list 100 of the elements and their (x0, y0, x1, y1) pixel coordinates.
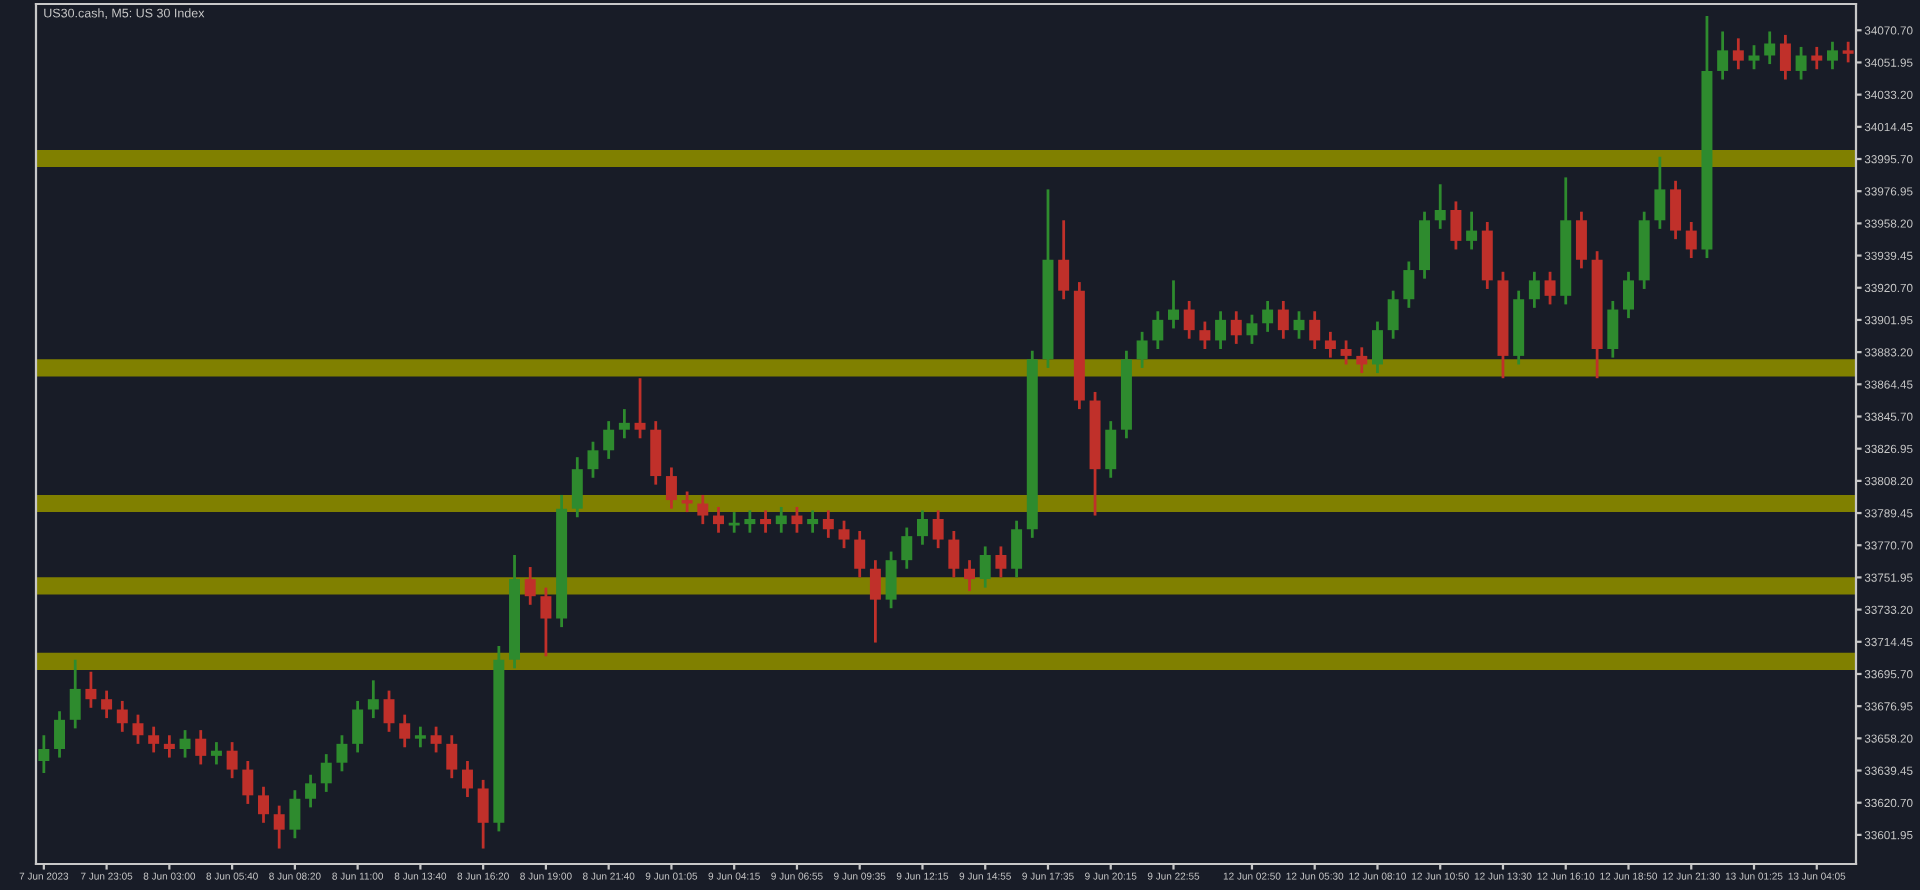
candlestick (1136, 330, 1148, 370)
candlestick (901, 526, 913, 571)
candlestick (869, 558, 881, 644)
candlestick (1293, 309, 1305, 341)
candlestick (1152, 309, 1164, 351)
candlestick (744, 509, 756, 535)
candlestick (634, 376, 646, 440)
candlestick (148, 725, 160, 754)
candlestick (242, 759, 254, 806)
candlestick (603, 419, 615, 461)
candlestick (1230, 309, 1242, 346)
candlestick (822, 509, 834, 540)
candlestick (571, 455, 583, 519)
candlestick (1262, 299, 1274, 334)
candlestick (1670, 179, 1682, 241)
candlestick (587, 440, 599, 480)
candlestick (1403, 260, 1415, 310)
candlestick (713, 505, 724, 535)
candlestick (414, 725, 426, 749)
candlestick (1105, 419, 1117, 480)
candlestick (932, 509, 944, 550)
candlestick (69, 658, 81, 730)
candlestick (1309, 309, 1321, 351)
candlestick (85, 670, 97, 710)
candlestick (1215, 309, 1227, 351)
candlestick (1058, 218, 1070, 301)
candlestick (1450, 200, 1462, 251)
candlestick (1199, 320, 1211, 351)
candlestick (1466, 210, 1478, 251)
candlestick (1011, 519, 1023, 579)
candlestick (1654, 155, 1666, 231)
candlestick (1340, 339, 1352, 366)
candlestick (195, 728, 207, 766)
candlestick (1826, 40, 1838, 71)
candlestick (1528, 270, 1540, 310)
candlestick (775, 505, 787, 535)
candlestick (101, 689, 113, 720)
candlestick (1764, 30, 1776, 66)
candlestick (995, 545, 1007, 579)
candlestick (273, 804, 285, 850)
candlestick (838, 519, 850, 550)
candlestick (258, 785, 269, 825)
candlestick (1277, 299, 1289, 341)
candlestick (727, 510, 742, 535)
candlestick (477, 778, 489, 850)
candlestick (430, 725, 442, 754)
candlestick (681, 490, 693, 514)
candlestick (163, 733, 175, 759)
candlestick (336, 733, 348, 773)
candlestick (1168, 278, 1179, 330)
candlestick (1795, 45, 1807, 81)
candlestick (179, 728, 191, 759)
candlestick (1387, 289, 1399, 341)
candlestick (697, 493, 709, 526)
candlestick (1356, 345, 1368, 375)
candlestick (116, 699, 128, 734)
candlestick (540, 586, 552, 658)
candlestick (1324, 330, 1336, 359)
candlestick (1717, 30, 1729, 81)
candlestick (54, 709, 66, 759)
candlestick (367, 678, 379, 720)
candlestick (1748, 43, 1760, 71)
candlestick (948, 529, 960, 579)
candlestick (650, 419, 662, 487)
candlestick (1779, 33, 1791, 81)
candlestick (132, 713, 144, 746)
candlestick (807, 509, 819, 535)
candlestick (791, 505, 803, 535)
candlestick (524, 565, 536, 607)
candlestick (383, 689, 395, 734)
candlestick (1685, 220, 1697, 260)
candlestick (320, 752, 332, 794)
candlestick (399, 713, 411, 749)
candlestick (1623, 270, 1634, 320)
candlestick (1842, 40, 1854, 64)
candlestick (289, 788, 301, 840)
candlestick (1544, 270, 1556, 306)
candlestick (446, 733, 458, 780)
candlestick (210, 740, 222, 766)
candlestick (964, 558, 976, 593)
candlestick (38, 733, 50, 775)
candlestick (854, 529, 866, 579)
candlestick (305, 773, 317, 809)
candlestick (352, 699, 364, 754)
candlestick (1434, 182, 1446, 231)
candlestick (461, 759, 473, 799)
candlestick (1811, 45, 1823, 71)
candlestick (1732, 36, 1744, 71)
candlestick (665, 466, 677, 511)
candlestick (916, 509, 928, 547)
candlestick (1246, 313, 1258, 346)
candlestick (760, 509, 772, 535)
candlestick (1607, 299, 1619, 359)
candlestick (1183, 299, 1195, 341)
candlestick (979, 545, 991, 590)
candlestick (1371, 320, 1383, 375)
candlestick (1575, 210, 1587, 270)
candlestick (885, 550, 897, 610)
candlestick (226, 740, 238, 780)
candlestick (618, 407, 630, 440)
